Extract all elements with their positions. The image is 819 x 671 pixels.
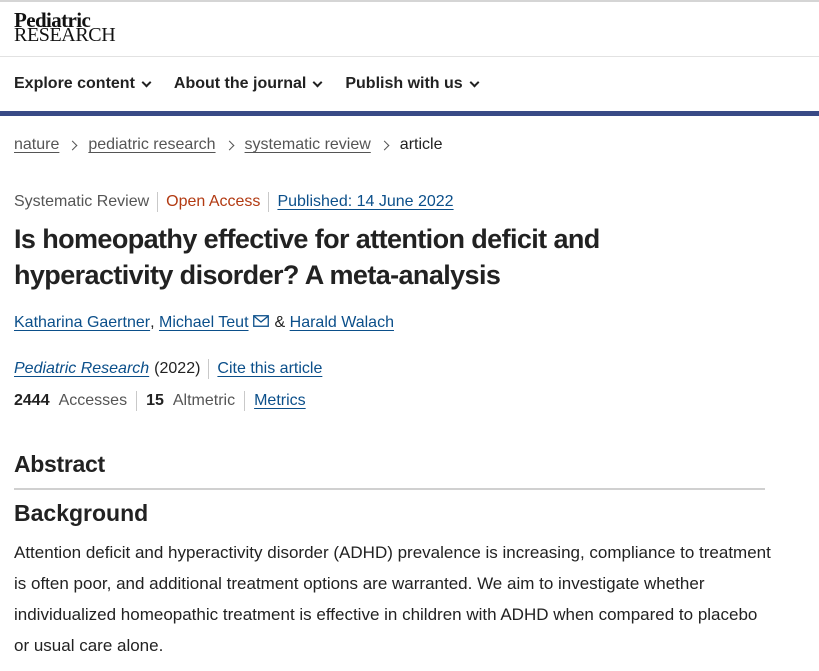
publication-year: (2022)	[154, 360, 201, 377]
citation-row: Pediatric Research (2022) Cite this arti…	[14, 359, 322, 379]
altmetric-label: Altmetric	[172, 392, 236, 409]
divider	[268, 192, 270, 212]
logo-line-2: RESEARCH	[14, 24, 116, 46]
abstract-divider	[14, 488, 765, 490]
chevron-right-icon	[224, 140, 234, 150]
nav-about-the-journal-label: About the journal	[173, 75, 307, 92]
background-heading: Background	[14, 500, 149, 526]
chevron-down-icon	[469, 77, 480, 87]
header-divider	[0, 56, 819, 57]
author-link[interactable]: Katharina Gaertner	[14, 314, 151, 331]
open-access-badge: Open Access	[166, 193, 261, 210]
main-nav: Explore content About the journal Publis…	[14, 74, 502, 94]
divider	[244, 391, 246, 411]
abstract-heading: Abstract	[14, 451, 105, 477]
altmetric-count: 15	[146, 392, 164, 409]
journal-logo[interactable]: Pediatric RESEARCH	[14, 8, 116, 46]
brand-bar	[0, 111, 819, 116]
top-border	[0, 0, 819, 2]
breadcrumb-systematic-review[interactable]: systematic review	[244, 136, 371, 153]
background-paragraph: Attention deficit and hyperactivity diso…	[14, 543, 771, 655]
divider	[208, 359, 210, 379]
nav-explore-content[interactable]: Explore content	[14, 74, 152, 94]
divider	[136, 391, 138, 411]
chevron-down-icon	[312, 77, 323, 87]
cite-this-article-link[interactable]: Cite this article	[217, 360, 323, 377]
chevron-down-icon	[141, 77, 152, 87]
envelope-icon[interactable]	[252, 314, 269, 332]
nav-publish-with-us-label: Publish with us	[345, 75, 463, 92]
article-meta: Systematic Review Open Access Published:…	[14, 192, 454, 212]
logo-line-1: Pediatric	[14, 8, 91, 32]
accesses-label: Accesses	[58, 392, 128, 409]
nav-explore-content-label: Explore content	[14, 75, 135, 92]
author-link[interactable]: Michael Teut	[158, 314, 249, 331]
published-date-link[interactable]: Published: 14 June 2022	[277, 193, 454, 210]
breadcrumb: nature pediatric research systematic rev…	[14, 136, 442, 154]
author-link[interactable]: Harald Walach	[289, 314, 394, 331]
journal-link[interactable]: Pediatric Research	[14, 360, 150, 377]
chevron-right-icon	[67, 140, 78, 150]
author-ampersand: &	[274, 314, 286, 331]
author-list: Katharina Gaertner , Michael Teut & Hara…	[14, 314, 394, 332]
breadcrumb-current: article	[399, 136, 443, 153]
metrics-row: 2444 Accesses 15 Altmetric Metrics	[14, 391, 306, 411]
nav-publish-with-us[interactable]: Publish with us	[345, 74, 480, 94]
author-separator: ,	[150, 314, 155, 331]
breadcrumb-nature[interactable]: nature	[14, 136, 60, 153]
metrics-link[interactable]: Metrics	[254, 392, 306, 409]
article-type: Systematic Review	[14, 193, 150, 210]
divider	[157, 192, 159, 212]
nav-about-the-journal[interactable]: About the journal	[173, 74, 323, 94]
chevron-right-icon	[379, 140, 390, 150]
accesses-count: 2444	[14, 392, 50, 409]
breadcrumb-pediatric-research[interactable]: pediatric research	[88, 136, 216, 153]
article-title: Is homeopathy effective for attention de…	[14, 224, 600, 290]
